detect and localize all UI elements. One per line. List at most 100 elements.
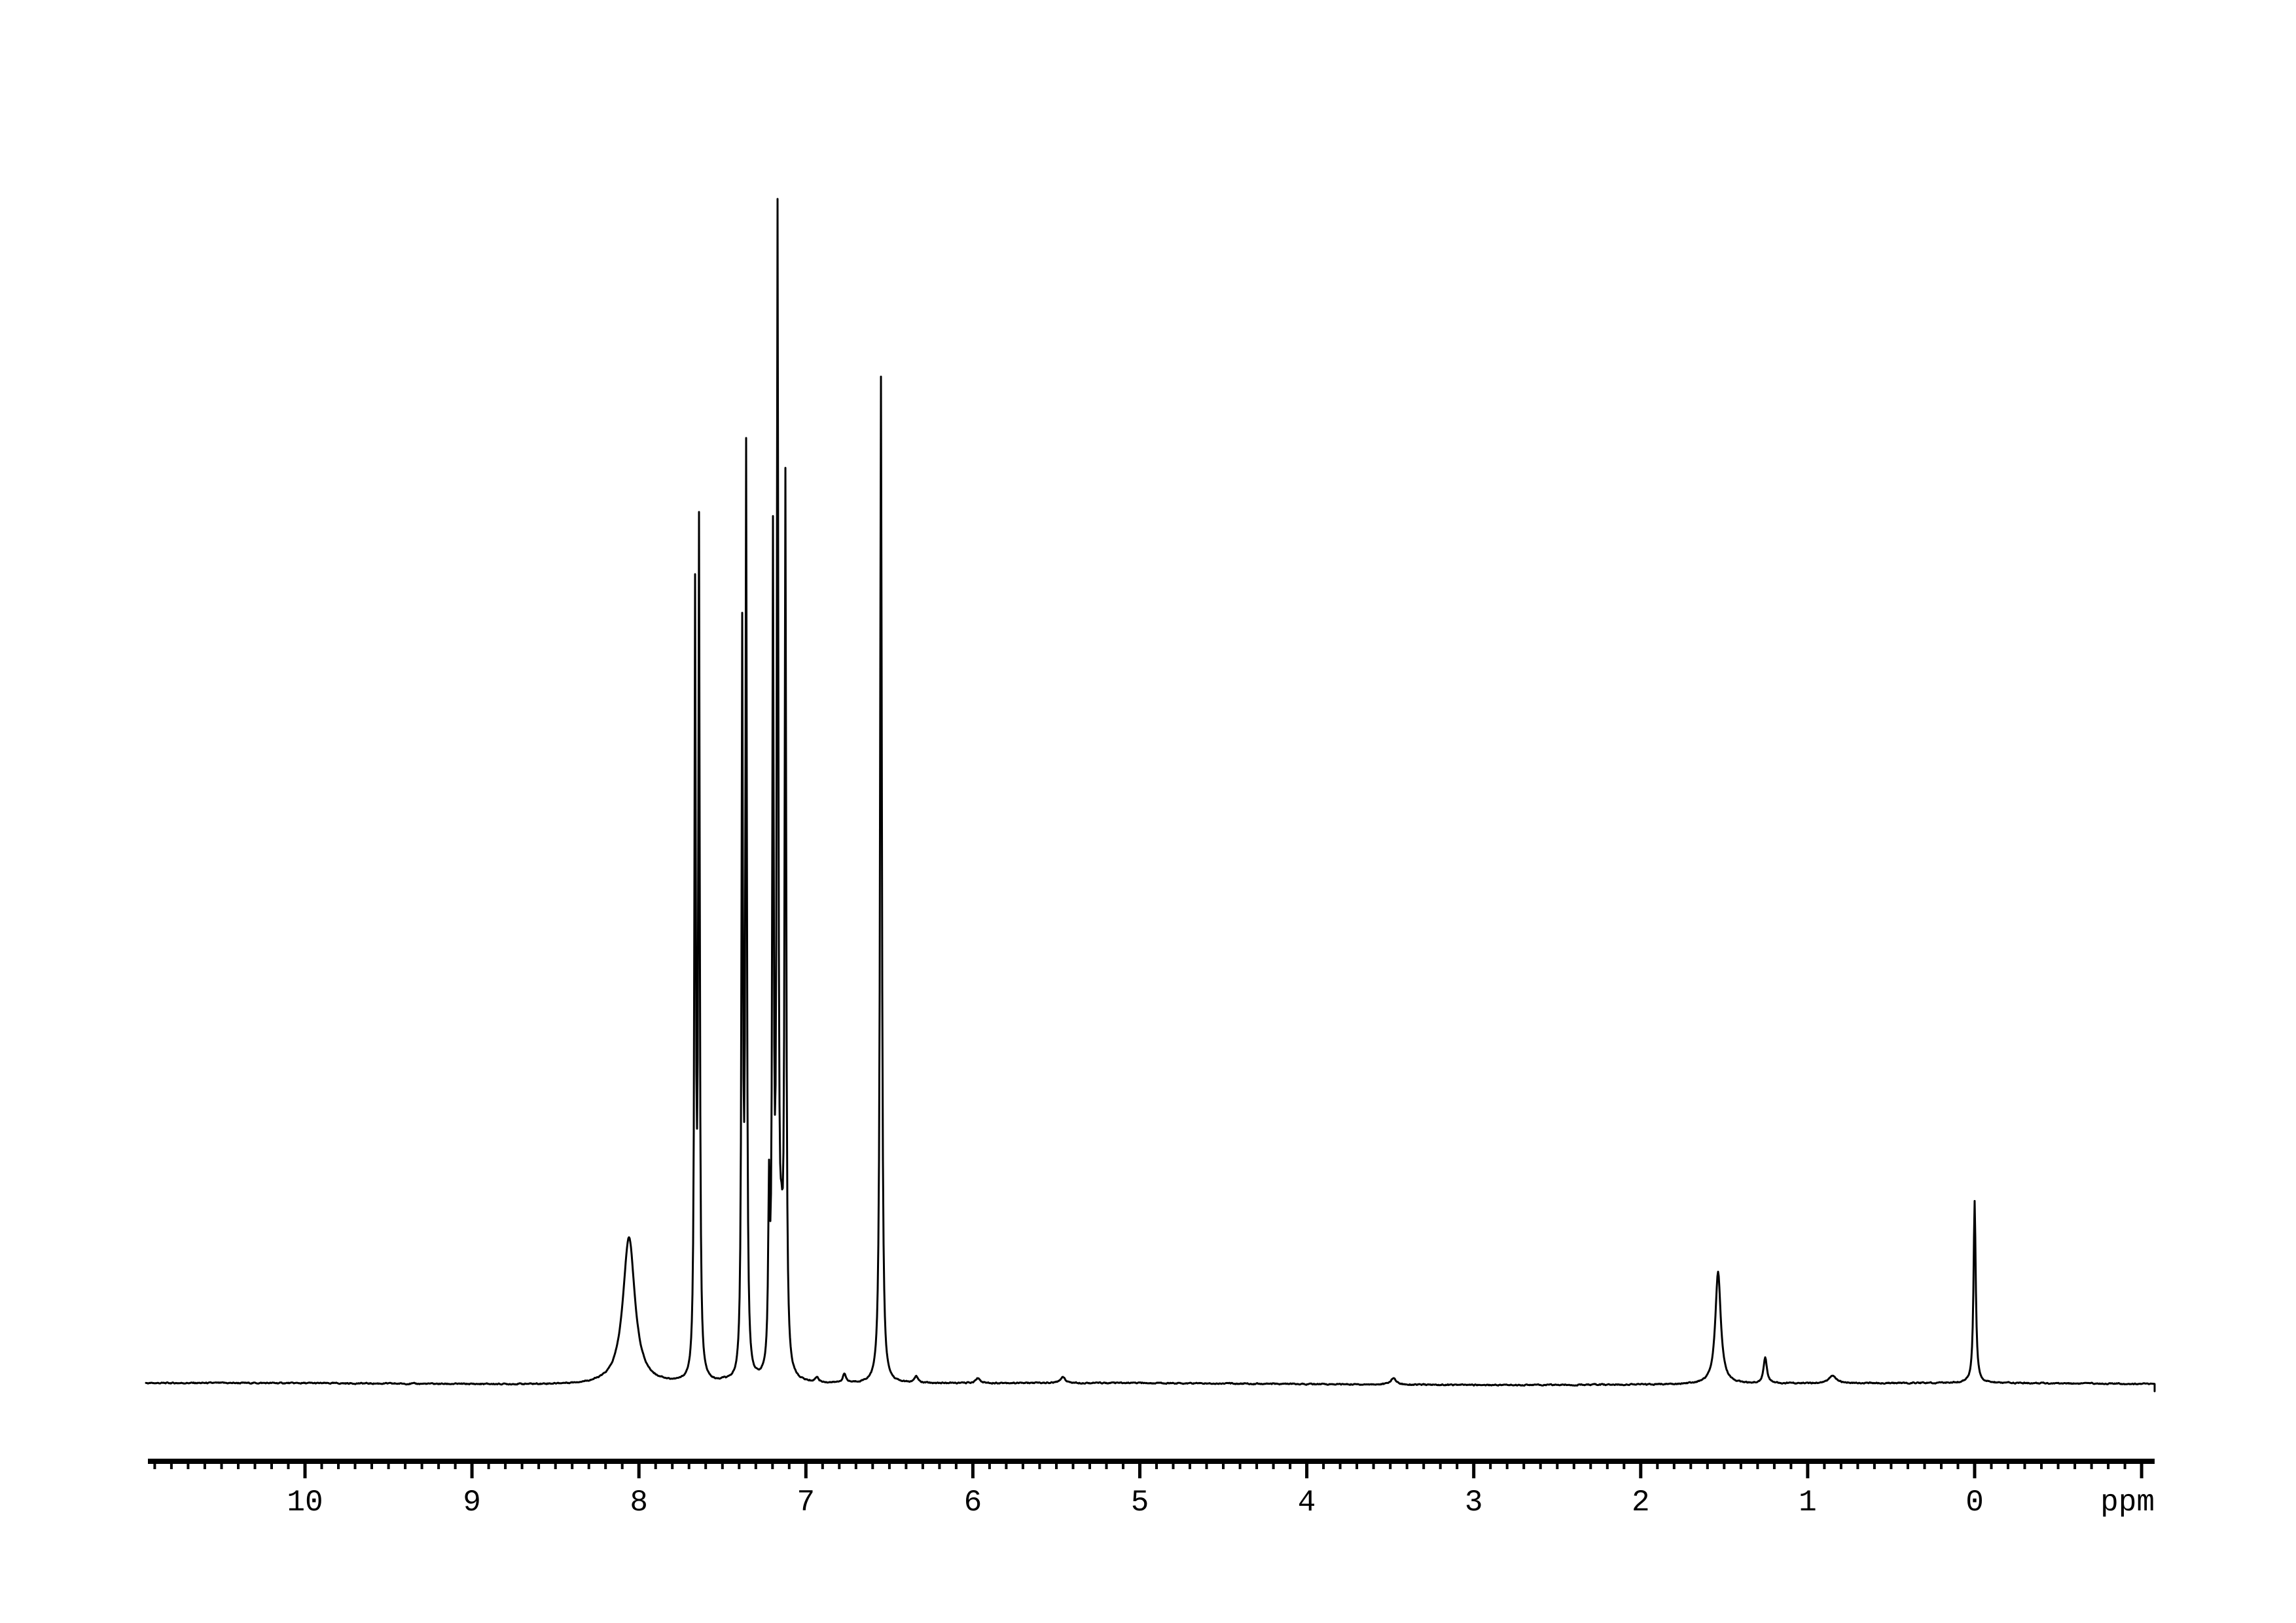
axis-minor-tick xyxy=(253,1463,257,1469)
axis-minor-tick xyxy=(2107,1463,2110,1469)
axis-minor-tick xyxy=(1155,1463,1158,1469)
axis-minor-tick xyxy=(1038,1463,1041,1469)
axis-minor-tick xyxy=(1021,1463,1024,1469)
axis-minor-tick xyxy=(337,1463,340,1469)
axis-minor-tick xyxy=(1873,1463,1876,1469)
axis-tick-label: 8 xyxy=(630,1486,648,1520)
axis-major-tick xyxy=(1806,1463,1810,1478)
axis-major-tick xyxy=(1305,1463,1309,1478)
axis-minor-tick xyxy=(353,1463,357,1469)
axis-minor-tick xyxy=(854,1463,857,1469)
axis-minor-tick xyxy=(787,1463,791,1469)
axis-minor-tick xyxy=(1772,1463,1776,1469)
axis-minor-tick xyxy=(1172,1463,1175,1469)
axis-minor-tick xyxy=(554,1463,557,1469)
axis-minor-tick xyxy=(520,1463,524,1469)
axis-tick-label: 7 xyxy=(797,1486,815,1520)
axis-minor-tick xyxy=(1338,1463,1342,1469)
axis-minor-tick xyxy=(1890,1463,1893,1469)
axis-minor-tick xyxy=(771,1463,774,1469)
axis-minor-tick xyxy=(1205,1463,1208,1469)
axis-minor-tick xyxy=(1589,1463,1592,1469)
axis-minor-tick xyxy=(1322,1463,1325,1469)
axis-minor-tick xyxy=(1539,1463,1542,1469)
ppm-axis xyxy=(148,1459,2155,1478)
axis-minor-tick xyxy=(1556,1463,1559,1469)
axis-major-tick xyxy=(470,1463,474,1478)
axis-tick-label: 3 xyxy=(1465,1486,1483,1520)
axis-minor-tick xyxy=(320,1463,323,1469)
axis-major-tick xyxy=(1973,1463,1977,1478)
axis-minor-tick xyxy=(1672,1463,1676,1469)
axis-minor-tick xyxy=(871,1463,874,1469)
axis-minor-tick xyxy=(905,1463,908,1469)
axis-minor-tick xyxy=(1456,1463,1459,1469)
axis-minor-tick xyxy=(454,1463,457,1469)
axis-minor-tick xyxy=(671,1463,674,1469)
axis-major-tick xyxy=(1138,1463,1141,1478)
axis-minor-tick xyxy=(1856,1463,1859,1469)
axis-major-tick xyxy=(1639,1463,1643,1478)
axis-minor-tick xyxy=(1071,1463,1075,1469)
axis-minor-tick xyxy=(404,1463,407,1469)
axis-minor-tick xyxy=(1940,1463,1943,1469)
axis-tick-label: 4 xyxy=(1298,1486,1316,1520)
axis-minor-tick xyxy=(1105,1463,1108,1469)
axis-minor-tick xyxy=(153,1463,156,1469)
axis-minor-tick xyxy=(2023,1463,2026,1469)
axis-minor-tick xyxy=(954,1463,958,1469)
axis-minor-tick xyxy=(504,1463,507,1469)
axis-minor-tick xyxy=(1656,1463,1659,1469)
axis-minor-tick xyxy=(721,1463,724,1469)
axis-minor-tick xyxy=(1907,1463,1909,1469)
axis-minor-tick xyxy=(203,1463,206,1469)
axis-minor-tick xyxy=(1990,1463,1993,1469)
axis-minor-tick xyxy=(1222,1463,1225,1469)
axis-minor-tick xyxy=(2123,1463,2126,1469)
axis-minor-tick xyxy=(1706,1463,1709,1469)
axis-major-tick xyxy=(1472,1463,1476,1478)
axis-minor-tick xyxy=(1572,1463,1575,1469)
axis-tick-label: 9 xyxy=(463,1486,481,1520)
axis-minor-tick xyxy=(1605,1463,1609,1469)
axis-minor-tick xyxy=(1189,1463,1191,1469)
axis-minor-tick xyxy=(1088,1463,1091,1469)
axis-tick-label: 0 xyxy=(1965,1486,1984,1520)
axis-minor-tick xyxy=(1789,1463,1793,1469)
axis-minor-tick xyxy=(487,1463,490,1469)
axis-minor-tick xyxy=(1255,1463,1259,1469)
axis-minor-tick xyxy=(387,1463,390,1469)
axis-minor-tick xyxy=(754,1463,757,1469)
axis-minor-tick xyxy=(1355,1463,1359,1469)
axis-minor-tick xyxy=(1405,1463,1408,1469)
axis-minor-tick xyxy=(704,1463,708,1469)
axis-minor-tick xyxy=(1522,1463,1526,1469)
axis-minor-tick xyxy=(921,1463,924,1469)
axis-minor-tick xyxy=(821,1463,824,1469)
axis-minor-tick xyxy=(1055,1463,1058,1469)
axis-tick-label: 1 xyxy=(1799,1486,1817,1520)
axis-minor-tick xyxy=(1489,1463,1492,1469)
axis-minor-tick xyxy=(604,1463,607,1469)
axis-minor-tick xyxy=(738,1463,741,1469)
axis-minor-tick xyxy=(2073,1463,2077,1469)
axis-minor-tick xyxy=(1422,1463,1426,1469)
axis-major-tick xyxy=(303,1463,307,1478)
axis-minor-tick xyxy=(1839,1463,1842,1469)
axis-tick-label: 2 xyxy=(1632,1486,1650,1520)
axis-minor-tick xyxy=(370,1463,373,1469)
axis-tick-label: 5 xyxy=(1131,1486,1149,1520)
axis-minor-tick xyxy=(1823,1463,1826,1469)
axis-tick-label: 6 xyxy=(964,1486,982,1520)
axis-minor-tick xyxy=(1005,1463,1008,1469)
axis-minor-tick xyxy=(687,1463,691,1469)
axis-minor-tick xyxy=(2007,1463,2009,1469)
axis-minor-tick xyxy=(1689,1463,1693,1469)
axis-minor-tick xyxy=(187,1463,190,1469)
axis-minor-tick xyxy=(620,1463,624,1469)
axis-minor-tick xyxy=(537,1463,541,1469)
axis-labels: 10 9 8 7 6 5 4 3 2 1 0 ppm xyxy=(287,1486,2155,1520)
